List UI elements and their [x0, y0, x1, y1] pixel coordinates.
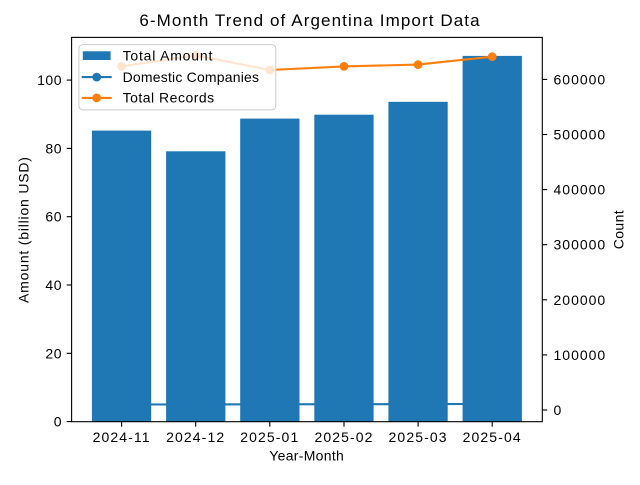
svg-text:Domestic Companies: Domestic Companies — [123, 69, 260, 85]
svg-text:Amount (billion USD): Amount (billion USD) — [16, 156, 32, 303]
svg-text:300000: 300000 — [554, 237, 607, 253]
svg-text:200000: 200000 — [554, 292, 607, 308]
svg-text:2024-11: 2024-11 — [93, 429, 151, 445]
svg-text:600000: 600000 — [554, 71, 607, 87]
svg-text:0: 0 — [54, 414, 62, 430]
svg-text:100000: 100000 — [554, 347, 607, 363]
svg-text:2025-02: 2025-02 — [314, 429, 373, 445]
svg-text:400000: 400000 — [554, 182, 607, 198]
svg-text:2025-04: 2025-04 — [463, 429, 522, 445]
svg-text:2025-01: 2025-01 — [240, 429, 299, 445]
svg-text:Total Records: Total Records — [123, 90, 215, 106]
svg-text:20: 20 — [45, 345, 62, 361]
svg-text:60: 60 — [45, 209, 62, 225]
svg-text:500000: 500000 — [554, 127, 607, 143]
svg-text:2024-12: 2024-12 — [166, 429, 225, 445]
svg-text:Year-Month: Year-Month — [269, 448, 344, 464]
svg-text:100: 100 — [37, 72, 62, 88]
svg-text:Count: Count — [611, 210, 627, 249]
svg-text:0: 0 — [554, 402, 563, 418]
svg-text:6-Month Trend of Argentina Imp: 6-Month Trend of Argentina Import Data — [139, 11, 480, 30]
svg-text:Total Amount: Total Amount — [123, 47, 214, 63]
svg-text:40: 40 — [45, 277, 62, 293]
svg-text:80: 80 — [45, 140, 62, 156]
svg-text:2025-03: 2025-03 — [389, 429, 448, 445]
